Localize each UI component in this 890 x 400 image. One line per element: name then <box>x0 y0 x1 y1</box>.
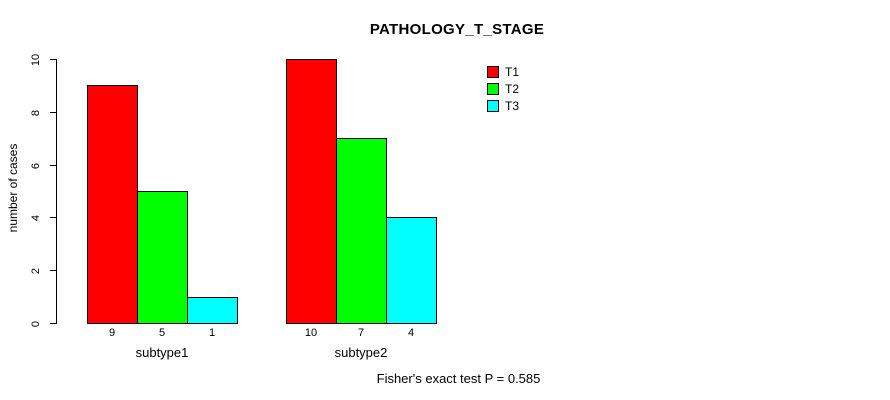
legend-label: T2 <box>505 82 520 96</box>
y-axis-tick-label: 10 <box>30 53 42 67</box>
y-axis-tick <box>50 59 56 60</box>
y-axis-tick <box>50 270 56 271</box>
bar-subtype2-T3 <box>386 217 437 324</box>
legend-swatch-T2 <box>487 83 499 95</box>
chart-title: PATHOLOGY_T_STAGE <box>369 21 545 38</box>
y-axis-tick-label: 0 <box>30 320 42 328</box>
legend-label: T3 <box>505 99 520 113</box>
legend-swatch-T1 <box>487 66 499 78</box>
y-axis-tick <box>50 165 56 166</box>
bar-value-label: 5 <box>158 327 166 339</box>
fisher-test-annotation: Fisher's exact test P = 0.585 <box>376 371 541 386</box>
y-axis-tick-label: 2 <box>30 267 42 275</box>
bar-value-label: 7 <box>357 327 365 339</box>
bar-subtype1-T2 <box>137 191 188 324</box>
y-axis-label: number of cases <box>6 143 20 233</box>
legend-swatch-T3 <box>487 100 499 112</box>
legend-item-T2: T2 <box>487 83 519 95</box>
bar-value-label: 1 <box>208 327 216 339</box>
bar-subtype2-T1 <box>286 59 337 324</box>
bar-value-label: 4 <box>407 327 415 339</box>
legend-label: T1 <box>505 65 520 79</box>
y-axis-tick <box>50 112 56 113</box>
legend: T1 T2 T3 <box>487 66 519 117</box>
y-axis-line <box>56 59 57 324</box>
y-axis-tick-label: 4 <box>30 214 42 222</box>
bar-subtype1-T1 <box>87 85 138 324</box>
bar-value-label: 10 <box>304 327 318 339</box>
bar-value-label: 9 <box>108 327 116 339</box>
category-label-subtype1: subtype1 <box>135 345 189 360</box>
y-axis-tick <box>50 217 56 218</box>
y-axis-tick-label: 8 <box>30 109 42 117</box>
y-axis-tick-label: 6 <box>30 162 42 170</box>
y-axis-tick <box>50 323 56 324</box>
legend-item-T1: T1 <box>487 66 519 78</box>
bar-subtype1-T3 <box>187 297 238 324</box>
bar-subtype2-T2 <box>336 138 387 324</box>
category-label-subtype2: subtype2 <box>334 345 388 360</box>
legend-item-T3: T3 <box>487 100 519 112</box>
